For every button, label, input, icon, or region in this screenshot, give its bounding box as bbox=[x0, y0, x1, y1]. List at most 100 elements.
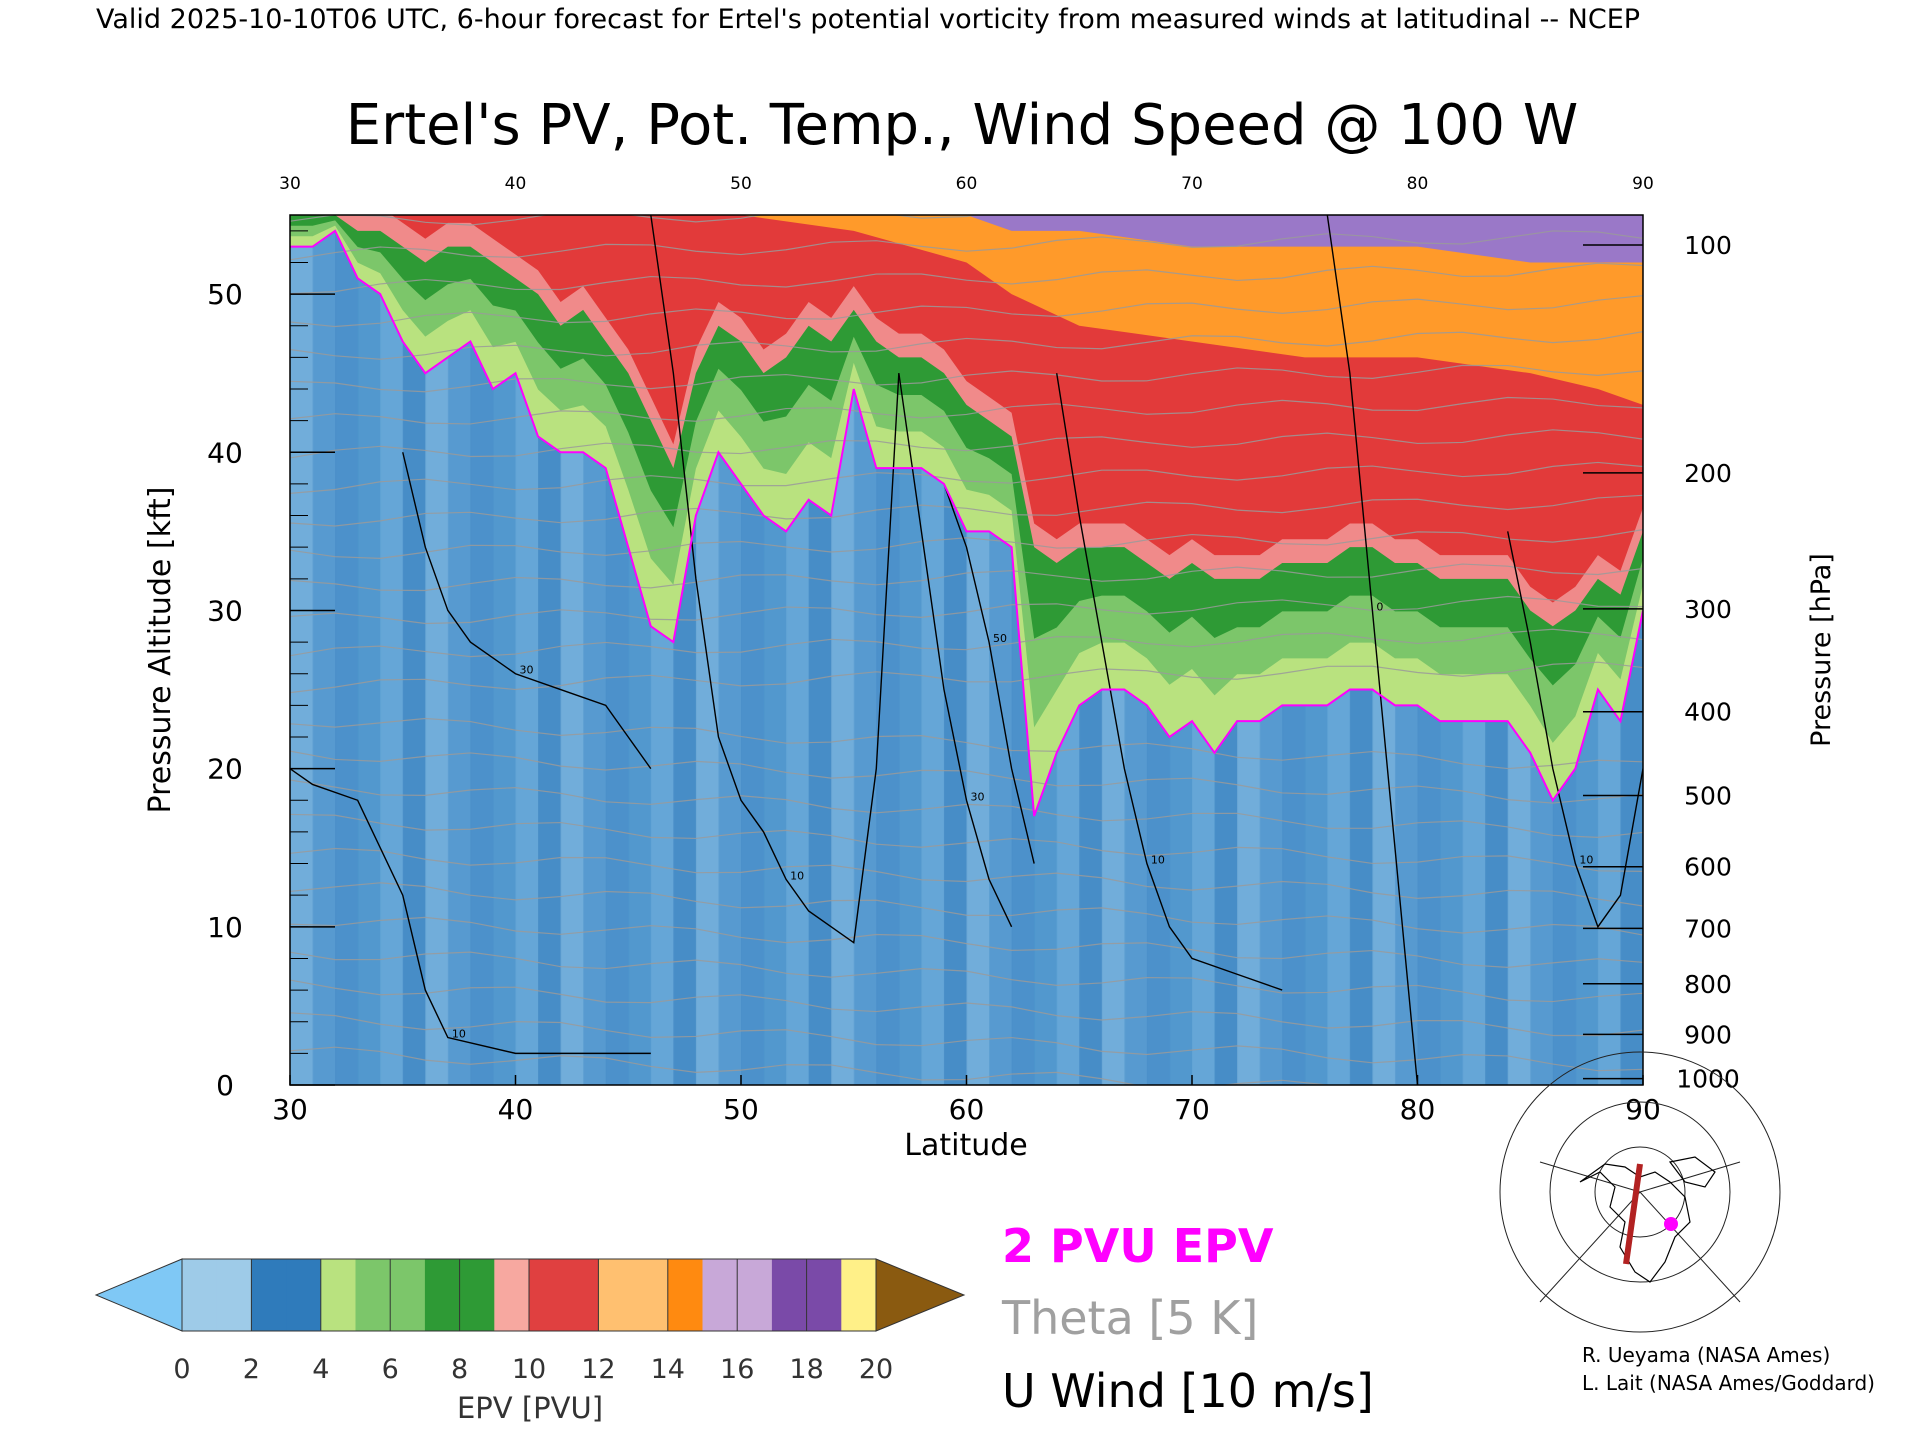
colorbar-segment bbox=[424, 1259, 461, 1331]
y-tick-label: 50 bbox=[207, 278, 243, 311]
u-wind-contour bbox=[1056, 373, 1283, 991]
texture-streak bbox=[492, 215, 517, 1085]
theta-contour bbox=[290, 813, 1643, 872]
u-wind-contour-label: 10 bbox=[790, 869, 804, 882]
pressure-tick-label: 800 bbox=[1684, 970, 1732, 999]
y-axis-left: 0 10 20 30 40 50 bbox=[207, 230, 335, 1102]
colorbar-segment bbox=[737, 1259, 773, 1331]
theta-contour bbox=[290, 779, 1643, 838]
texture-streak bbox=[380, 215, 404, 1085]
pressure-tick-label: 300 bbox=[1684, 595, 1732, 624]
pressure-tick-label: 500 bbox=[1684, 782, 1732, 811]
x-top-tick-label: 40 bbox=[505, 174, 527, 194]
y-axis-label-left: Pressure Altitude [kft] bbox=[143, 487, 178, 814]
pressure-tick-label: 600 bbox=[1684, 853, 1732, 882]
x-tick-label: 70 bbox=[1174, 1093, 1210, 1126]
u-wind-contours: 10 30 10 30 50 10 0 10 bbox=[290, 215, 1643, 1085]
theta-contour bbox=[290, 364, 1643, 393]
colorbar-segment bbox=[771, 1259, 808, 1331]
y-axis-right: 100 200 300 400 500 600 700 800 900 1000 bbox=[1583, 231, 1740, 1094]
pv-band-purple bbox=[966, 215, 1643, 263]
u-wind-contour bbox=[402, 452, 652, 770]
colorbar-segment bbox=[841, 1259, 877, 1331]
u-wind-contour-label: 30 bbox=[520, 664, 534, 677]
colorbar-label: EPV [PVU] bbox=[457, 1391, 603, 1425]
colorbar-tick-label: 6 bbox=[382, 1354, 399, 1385]
theta-contour bbox=[290, 595, 1643, 625]
theta-contour bbox=[290, 429, 1643, 459]
y-tick-label: 0 bbox=[216, 1069, 234, 1102]
x-tick-label: 40 bbox=[498, 1093, 534, 1126]
legend-epv: 2 PVU EPV bbox=[1002, 1219, 1274, 1273]
location-marker bbox=[1664, 1217, 1678, 1231]
colorbar-tick-label: 16 bbox=[720, 1354, 754, 1385]
colorbar-segment bbox=[529, 1259, 565, 1331]
x-tick-label: 90 bbox=[1625, 1093, 1661, 1126]
colorbar-segment bbox=[702, 1259, 738, 1331]
x-top-tick-label: 90 bbox=[1632, 174, 1654, 194]
theta-contour bbox=[290, 461, 1643, 494]
pressure-tick-label: 200 bbox=[1684, 459, 1732, 488]
texture-streak bbox=[357, 215, 382, 1085]
cross-section-line bbox=[1623, 1163, 1643, 1265]
theta-contour bbox=[290, 230, 1643, 261]
pressure-tick-label: 700 bbox=[1684, 914, 1732, 943]
x-axis-bottom: 30 40 50 60 70 80 90 bbox=[272, 1075, 1661, 1126]
chart-title: Ertel's PV, Pot. Temp., Wind Speed @ 100… bbox=[346, 93, 1578, 158]
y-tick-label: 40 bbox=[207, 436, 243, 469]
theta-contour bbox=[290, 295, 1643, 328]
colorbar-tick-label: 10 bbox=[512, 1354, 546, 1385]
theta-contour bbox=[290, 396, 1643, 425]
colorbar-frame bbox=[181, 1258, 877, 1332]
u-wind-contour bbox=[1507, 531, 1643, 929]
texture-streak bbox=[290, 215, 314, 1085]
pressure-tick-label: 900 bbox=[1684, 1020, 1732, 1049]
pv-2-contour-line bbox=[290, 229, 1643, 817]
stratosphere-layers bbox=[290, 215, 1643, 817]
x-top-tick-label: 60 bbox=[956, 174, 978, 194]
x-tick-label: 80 bbox=[1400, 1093, 1436, 1126]
x-top-tick-label: 70 bbox=[1181, 174, 1203, 194]
colorbar-segment bbox=[667, 1259, 703, 1331]
u-wind-contour-label: 10 bbox=[1151, 854, 1165, 867]
credit-line-1: R. Ueyama (NASA Ames) bbox=[1582, 1343, 1830, 1367]
theta-contour bbox=[290, 331, 1643, 360]
colorbar-segment bbox=[459, 1259, 495, 1331]
theta-contour bbox=[290, 529, 1643, 559]
u-wind-contour bbox=[650, 215, 900, 944]
x-tick-label: 60 bbox=[949, 1093, 985, 1126]
colorbar-segment bbox=[216, 1259, 252, 1331]
u-wind-contour bbox=[898, 373, 1013, 928]
theta-contour bbox=[290, 262, 1643, 295]
pressure-tick-label: 400 bbox=[1684, 698, 1732, 727]
colorbar-segment bbox=[320, 1259, 356, 1331]
colorbar-segment bbox=[598, 1259, 634, 1331]
valid-header: Valid 2025-10-10T06 UTC, 6-hour forecast… bbox=[96, 4, 1640, 35]
epv-colorbar: 0 2 4 6 8 10 12 14 16 18 20 bbox=[94, 1258, 966, 1385]
u-wind-contour bbox=[943, 483, 1035, 864]
pressure-tick-label: 100 bbox=[1684, 231, 1732, 260]
colorbar-tick-label: 18 bbox=[789, 1354, 823, 1385]
theta-contour bbox=[290, 951, 1643, 1003]
x-tick-label: 30 bbox=[272, 1093, 308, 1126]
theta-contour bbox=[290, 979, 1643, 1037]
theta-contour bbox=[290, 717, 1643, 770]
x-top-tick-label: 50 bbox=[730, 174, 752, 194]
theta-contours bbox=[290, 215, 1643, 1085]
y-axis-label-right: Pressure [hPa] bbox=[1806, 553, 1837, 747]
colorbar-arrow-high bbox=[875, 1258, 966, 1332]
x-axis-top: 30 40 50 60 70 80 90 bbox=[279, 174, 1654, 194]
colorbar-segment bbox=[494, 1259, 530, 1331]
colorbar-segment bbox=[251, 1259, 287, 1331]
texture-streak bbox=[515, 215, 540, 1085]
theta-contour bbox=[290, 628, 1643, 658]
colorbar-segment bbox=[563, 1259, 599, 1331]
colorbar-segment bbox=[182, 1259, 218, 1331]
u-wind-contour-label: 10 bbox=[1579, 854, 1593, 867]
pressure-tick-label: 1000 bbox=[1676, 1065, 1740, 1094]
theta-contour bbox=[290, 215, 980, 226]
u-wind-contour-label: 0 bbox=[1376, 600, 1383, 613]
x-axis-label: Latitude bbox=[904, 1128, 1027, 1163]
inset-map bbox=[1499, 1051, 1781, 1333]
colorbar-tick-label: 20 bbox=[859, 1354, 893, 1385]
